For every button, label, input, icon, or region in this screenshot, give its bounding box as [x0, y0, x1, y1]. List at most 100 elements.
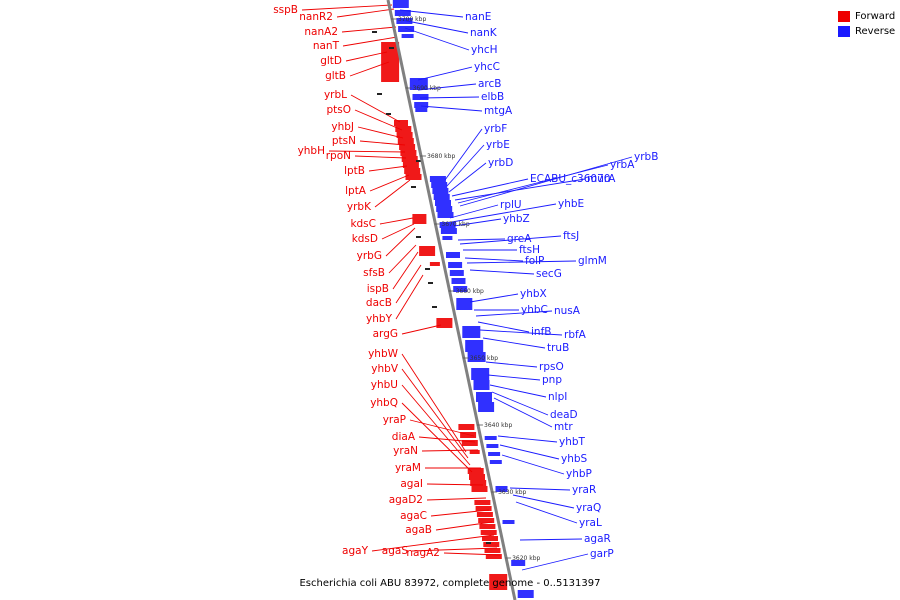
- forward-gene-6: [400, 150, 417, 156]
- reverse-gene-26: [465, 340, 484, 352]
- forward-gene-12: [419, 246, 436, 256]
- forward-gene-label-yhbJ: yhbJ: [331, 121, 354, 133]
- reverse-gene-29: [473, 380, 490, 390]
- forward-gene-16: [460, 432, 477, 438]
- connector-line-yhbS: [499, 444, 560, 460]
- connector-line-sfsB: [388, 244, 417, 274]
- reverse-gene-label-yhbT: yhbT: [559, 436, 586, 448]
- connector-line-ispB: [392, 251, 419, 290]
- connector-line-agaS: [411, 547, 498, 552]
- reverse-gene-28: [471, 368, 490, 380]
- reverse-gene-label-yraR: yraR: [572, 484, 596, 496]
- reverse-gene-9: [429, 176, 446, 182]
- connector-line-nusA: [475, 310, 553, 317]
- reverse-gene-25: [462, 326, 481, 338]
- forward-gene-label-gltB: gltB: [325, 70, 346, 82]
- forward-gene-label-yhbH: yhbH: [298, 145, 325, 157]
- connector-line-nanK: [401, 19, 469, 34]
- forward-swatch: [838, 11, 850, 22]
- reverse-gene-label-agaR: agaR: [584, 533, 611, 545]
- reverse-gene-20: [448, 262, 463, 268]
- reverse-gene-31: [478, 402, 495, 412]
- forward-gene-label-yhbV: yhbV: [371, 363, 399, 375]
- axis-mark-7: [425, 268, 430, 270]
- reverse-gene-13: [435, 200, 451, 206]
- legend-forward-label: Forward: [855, 11, 896, 22]
- reverse-gene-21: [449, 270, 464, 276]
- axis-mark-4: [416, 160, 421, 162]
- reverse-gene-label-folP: folP: [525, 255, 544, 267]
- reverse-gene-label-ftsJ: ftsJ: [563, 230, 579, 242]
- forward-gene-label-yhbY: yhbY: [366, 313, 393, 325]
- connector-line-agaD2: [426, 497, 487, 501]
- reverse-gene-12: [433, 194, 450, 200]
- forward-gene-label-rpoN: rpoN: [326, 150, 351, 162]
- axis-mark-0: [372, 31, 377, 33]
- reverse-gene-label-nlpI: nlpI: [548, 391, 567, 403]
- axis-tick-label-1: 3690 kbp: [413, 85, 441, 92]
- connector-line-yraR: [509, 487, 571, 491]
- axis-tick-label-2: 3680 kbp: [427, 153, 455, 160]
- forward-gene-label-agaY: agaY: [342, 545, 369, 557]
- connector-line-yhbP: [501, 454, 565, 475]
- forward-gene-label-yhbQ: yhbQ: [370, 397, 398, 409]
- connector-line-yraL: [515, 501, 578, 524]
- connector-line-ptsO: [354, 109, 403, 131]
- axis-tick-label-7: 3630 kbp: [498, 489, 526, 496]
- reverse-gene-22: [451, 278, 466, 284]
- connector-line-pnp: [487, 374, 541, 381]
- forward-gene-label-agaI: agaI: [400, 478, 423, 490]
- connector-line-yhbT: [497, 435, 558, 443]
- connector-line-rbfA: [479, 329, 563, 336]
- forward-gene-label-lptB: lptB: [344, 165, 365, 177]
- forward-gene-label-agaC: agaC: [400, 510, 427, 522]
- axis-mark-2: [377, 93, 382, 95]
- connector-line-yrbE: [446, 144, 485, 187]
- reverse-gene-3: [398, 26, 415, 32]
- connector-line-infB: [477, 321, 530, 333]
- forward-gene-8: [402, 162, 419, 168]
- connector-line-ftsJ: [459, 235, 562, 245]
- axis-tick-label-8: 3620 kbp: [512, 555, 540, 562]
- genome-caption: Escherichia coli ABU 83972, complete gen…: [299, 578, 601, 589]
- forward-gene-label-sspB: sspB: [273, 4, 298, 16]
- reverse-gene-label-mtr: mtr: [554, 421, 573, 433]
- forward-gene-label-yraM: yraM: [395, 462, 421, 474]
- reverse-gene-label-yhbZ: yhbZ: [503, 213, 530, 225]
- connector-line-deaD: [491, 391, 549, 416]
- forward-gene-22: [471, 486, 488, 492]
- forward-gene-label-yhbU: yhbU: [371, 379, 398, 391]
- reverse-gene-label-glmM: glmM: [578, 255, 607, 267]
- reverse-gene-23: [453, 286, 468, 292]
- reverse-gene-label-yrbB: yrbB: [634, 151, 658, 163]
- axis-tick-label-4: 3660 kbp: [456, 288, 484, 295]
- reverse-gene-label-truB: truB: [547, 342, 569, 354]
- reverse-gene-8: [415, 108, 428, 112]
- forward-gene-27: [479, 524, 496, 529]
- reverse-gene-label-yraQ: yraQ: [576, 502, 601, 514]
- forward-gene-20: [469, 474, 485, 480]
- forward-gene-label-nanT: nanT: [313, 40, 340, 52]
- forward-gene-label-yraP: yraP: [383, 414, 406, 426]
- gene-features: [372, 0, 534, 598]
- connector-line-yhbQ: [401, 402, 473, 473]
- connector-line-nanA2: [341, 26, 397, 33]
- reverse-gene-17: [440, 228, 457, 234]
- forward-gene-23: [474, 500, 491, 505]
- connector-line-yhbV: [401, 368, 469, 459]
- connector-line-yrbL: [350, 94, 401, 123]
- reverse-gene-32: [484, 436, 497, 440]
- forward-gene-label-ptsO: ptsO: [326, 104, 351, 116]
- connector-line-kdsD: [381, 223, 415, 240]
- reverse-gene-label-nanE: nanE: [465, 11, 491, 23]
- reverse-gene-label-rpsO: rpsO: [539, 361, 564, 373]
- forward-gene-label-sfsB: sfsB: [363, 267, 385, 279]
- genome-axis: [386, 0, 517, 600]
- reverse-gene-14: [436, 206, 453, 212]
- forward-gene-17: [461, 440, 478, 446]
- reverse-gene-0: [392, 0, 409, 8]
- forward-gene-label-diaA: diaA: [392, 431, 416, 443]
- reverse-gene-label-garP: garP: [590, 548, 614, 560]
- connector-line-yhbE: [451, 203, 557, 223]
